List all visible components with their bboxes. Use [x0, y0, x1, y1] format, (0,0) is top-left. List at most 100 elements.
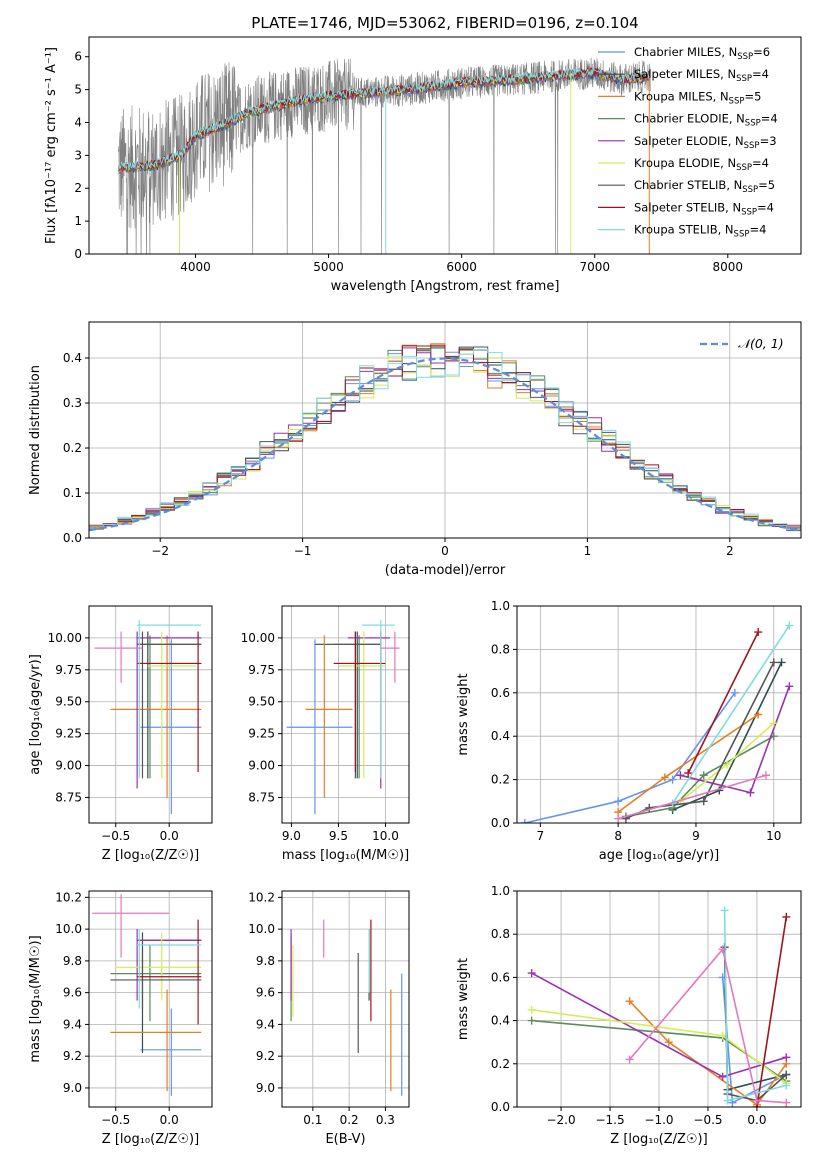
y-tick-label: 10.00: [241, 631, 275, 645]
weight-marker: [746, 788, 755, 797]
panel-age_vs_mass: 9.0 9.5 10.0 8.75 9.00 9.25 9.50 9.75 10.00 mass …: [241, 605, 410, 863]
normal-curve: [89, 357, 801, 532]
y-axis-label: Flux [fλ10⁻¹⁷ erg cm⁻² s⁻¹ A⁻¹]: [44, 47, 59, 244]
y-tick-label: 9.0: [63, 1081, 82, 1095]
x-tick-label: 7: [537, 829, 545, 843]
y-tick-label: 10.0: [248, 922, 275, 936]
plot-area-weight_vs_Z: [527, 906, 791, 1107]
panel-mass_vs_Z: −0.5 0.0 9.0 9.2 9.4 9.6 9.8 10.0 10.2 Z [log₁₀(Z…: [28, 890, 213, 1147]
weight-marker: [699, 771, 708, 780]
legend-name: Kroupa ELODIE, N: [634, 156, 736, 170]
weight-marker: [782, 1053, 791, 1062]
y-tick-label: 0.4: [491, 729, 510, 743]
y-tick-label: 0.6: [491, 686, 510, 700]
y-tick-label: 0.2: [491, 773, 510, 787]
legend-label: Kroupa MILES, NSSP=5: [634, 89, 761, 106]
legend-name: Salpeter ELODIE, N: [634, 134, 744, 148]
y-tick-label: 9.4: [256, 1017, 275, 1031]
x-tick-label: 0.0: [160, 829, 179, 843]
legend-sub: SSP: [736, 163, 752, 173]
legend-label: Kroupa ELODIE, NSSP=4: [634, 156, 769, 173]
weight-marker: [761, 771, 770, 780]
y-tick-label: 0.2: [491, 1057, 510, 1071]
y-tick-label: 10.0: [55, 922, 82, 936]
weight-marker: [664, 1038, 673, 1047]
legend-val: =3: [760, 134, 777, 148]
legend-name: Kroupa STELIB, N: [634, 223, 734, 237]
observed-spectrum: [118, 57, 651, 254]
x-tick-label: 0.0: [160, 1113, 179, 1127]
weight-marker: [527, 1005, 536, 1014]
y-tick-label: 1: [74, 214, 82, 228]
y-tick-label: 6: [74, 50, 82, 64]
y-tick-label: 1.0: [491, 884, 510, 898]
x-tick-label: −2.0: [546, 1113, 575, 1127]
x-tick-label: −1: [294, 544, 312, 558]
weight-marker: [527, 1016, 536, 1025]
y-tick-label: 10.2: [55, 890, 82, 904]
weight-marker: [614, 814, 623, 823]
weight-marker: [520, 819, 529, 823]
legend-label: Chabrier MILES, NSSP=6: [634, 45, 770, 62]
y-tick-label: 0.0: [491, 1100, 510, 1114]
legend-val: =4: [761, 112, 778, 126]
weight-marker: [718, 1031, 727, 1040]
panel-mass_vs_ebv: 0.1 0.2 0.3 9.0 9.2 9.4 9.6 9.8 10.0 10.2 E(B-V): [248, 890, 410, 1147]
legend-label: Chabrier ELODIE, NSSP=4: [634, 112, 778, 129]
legend-val: =5: [758, 178, 775, 192]
legend-name: Salpeter MILES, N: [634, 67, 736, 81]
x-tick-label: 1: [584, 544, 592, 558]
axes-frame: [516, 605, 802, 824]
weight-marker: [645, 803, 654, 812]
panel-spectrum: 4000 5000 6000 7000 8000 0 1 2 3 4 5 6 wavelength [A…: [44, 36, 802, 294]
weight-marker: [720, 906, 729, 915]
weight-marker: [785, 682, 794, 691]
weight-marker: [723, 760, 732, 769]
weight-line-9: [617, 774, 767, 820]
y-tick-label: 0.2: [63, 441, 82, 455]
model-spectrum-8: [117, 67, 651, 171]
plot-area-spectrum: [117, 57, 651, 254]
y-tick-label: 0.8: [491, 642, 510, 656]
y-tick-label: 0.1: [63, 486, 82, 500]
weight-marker: [754, 628, 763, 637]
legend-sub: SSP: [745, 119, 761, 129]
y-axis-label: age [log₁₀(age/yr)]: [28, 654, 43, 775]
y-tick-label: 0.0: [63, 531, 82, 545]
y-tick-label: 0.3: [63, 396, 82, 410]
y-axis-label: mass [log₁₀(M/M☉)]: [28, 935, 43, 1062]
weight-marker: [782, 1070, 791, 1079]
plot-area-mass_vs_Z: [92, 894, 202, 1096]
weight-marker: [625, 997, 634, 1006]
weight-marker: [699, 797, 708, 806]
weight-marker: [752, 1096, 761, 1105]
residual-histogram-4: [89, 347, 801, 529]
weight-line-9: [628, 947, 787, 1104]
weight-marker: [769, 658, 778, 667]
legend-val: =4: [752, 67, 769, 81]
x-tick-label: 0.0: [747, 1113, 766, 1127]
x-tick-label: 0.1: [303, 1113, 322, 1127]
y-tick-label: 9.25: [248, 727, 275, 741]
axes-frame: [281, 890, 410, 1108]
x-axis-label: wavelength [Angstrom, rest frame]: [331, 279, 560, 294]
y-tick-label: 9.2: [63, 1049, 82, 1063]
y-tick-label: 9.00: [55, 759, 82, 773]
y-tick-label: 10.00: [48, 631, 82, 645]
weight-marker: [668, 775, 677, 784]
legend-val: =4: [749, 223, 766, 237]
y-tick-label: 9.8: [63, 954, 82, 968]
weight-marker: [769, 719, 778, 728]
y-tick-label: 9.75: [248, 663, 275, 677]
legend-val: =6: [753, 45, 770, 59]
y-tick-label: 9.00: [248, 759, 275, 773]
x-tick-label: 10.0: [372, 829, 399, 843]
weight-marker: [614, 797, 623, 806]
x-tick-label: 9.0: [282, 829, 301, 843]
legend-name: Chabrier MILES, N: [634, 45, 737, 59]
legend-val: =4: [752, 156, 769, 170]
weight-marker: [782, 1081, 791, 1090]
x-tick-label: −1.0: [644, 1113, 673, 1127]
x-tick-label: 7000: [579, 260, 610, 274]
